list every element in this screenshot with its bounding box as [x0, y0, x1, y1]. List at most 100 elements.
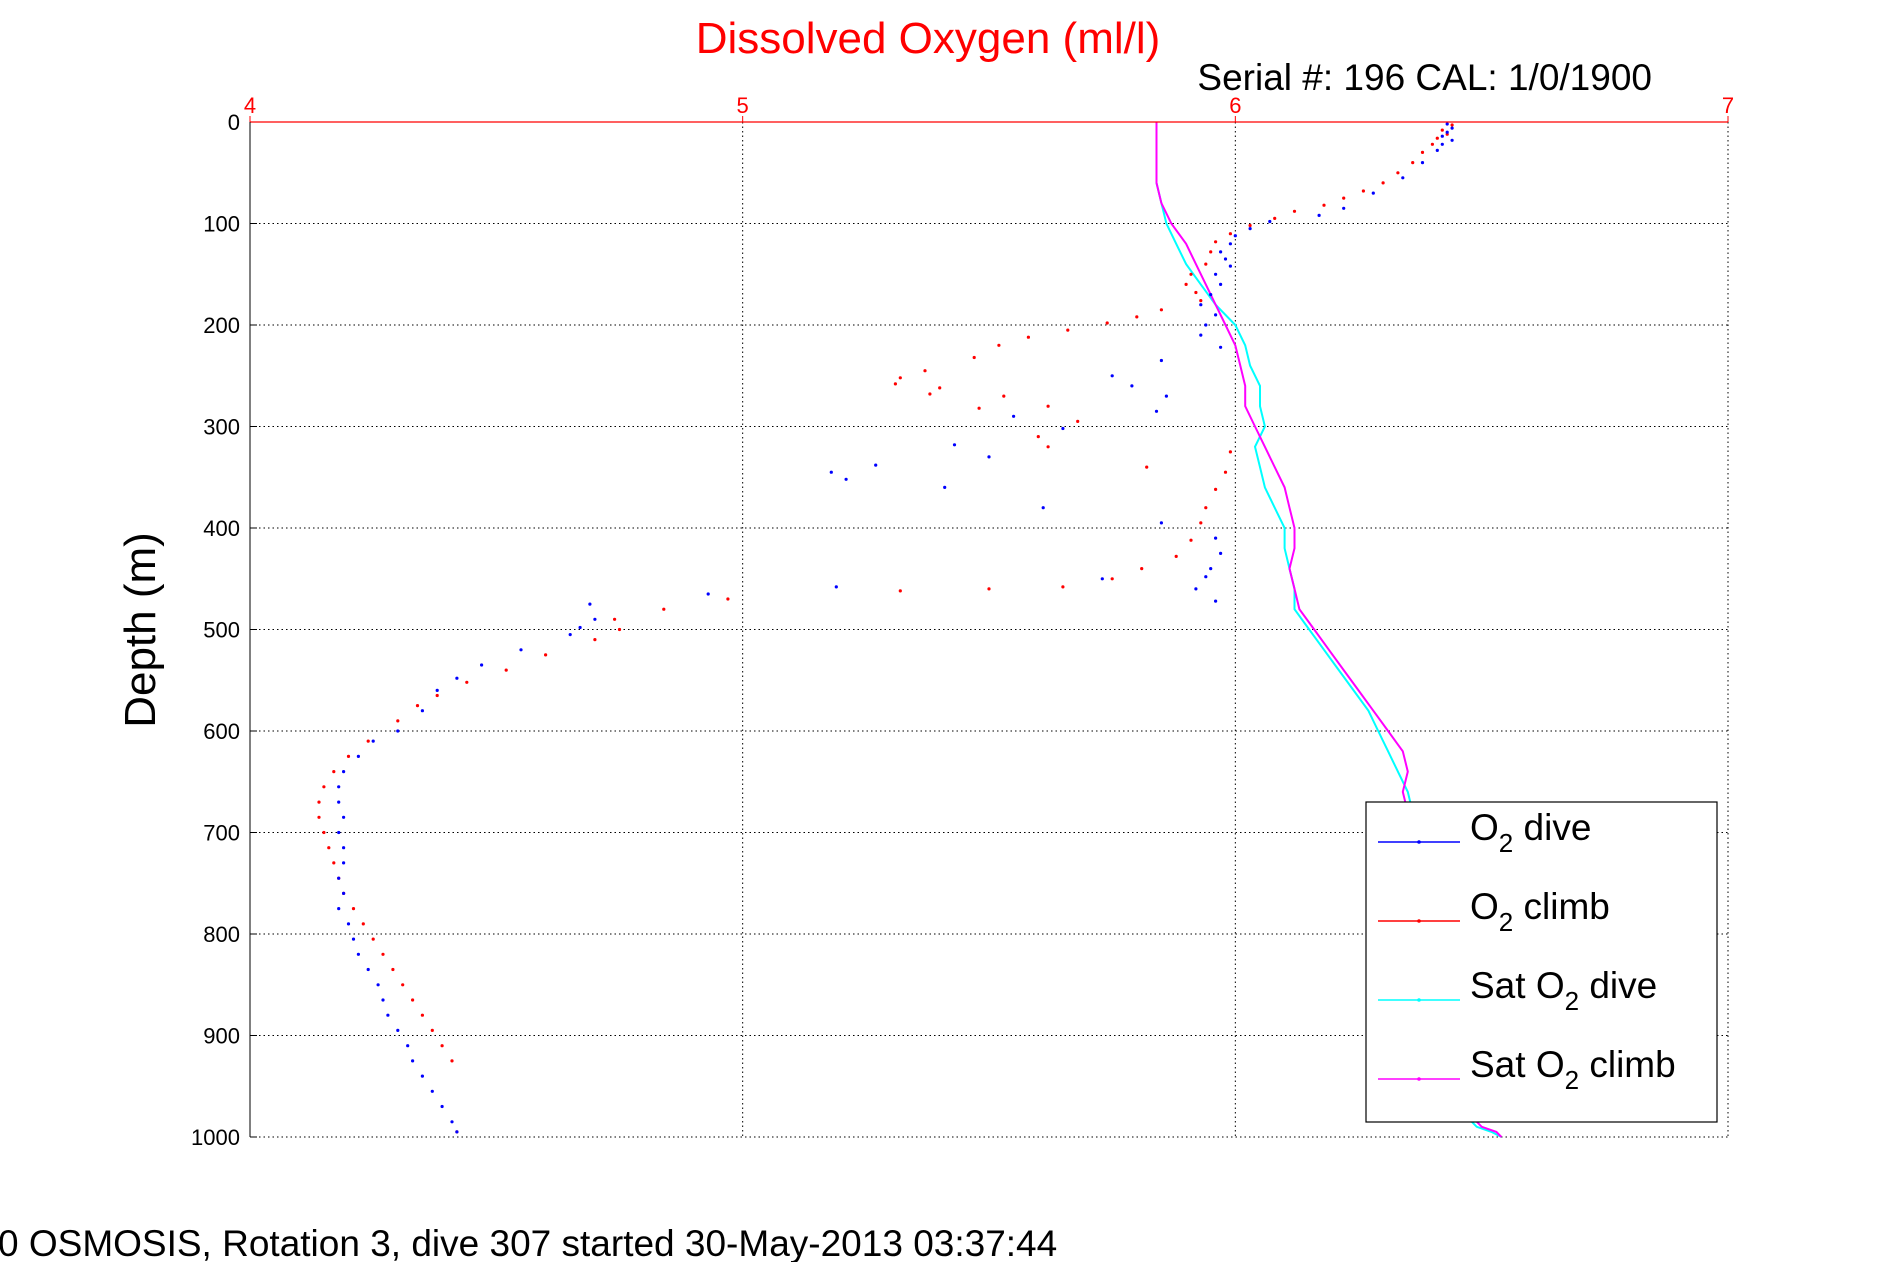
data-point-o2_dive: [1130, 384, 1134, 388]
data-point-o2_dive: [593, 617, 597, 621]
data-point-o2_dive: [1061, 426, 1065, 431]
data-point-o2_dive: [588, 602, 592, 606]
legend-label-sat_climb: Sat O2 climb: [1470, 1044, 1676, 1095]
x-tick-label: 4: [244, 93, 256, 118]
data-point-o2_climb: [351, 907, 356, 911]
data-point-o2_dive: [874, 463, 878, 467]
data-point-o2_climb: [1396, 171, 1400, 175]
data-point-o2_climb: [1199, 299, 1203, 303]
data-point-o2_climb: [1061, 585, 1065, 589]
data-point-o2_dive: [450, 1120, 454, 1124]
y-tick-label: 0: [228, 110, 240, 135]
data-point-o2_dive: [1199, 303, 1203, 307]
data-point-o2_climb: [346, 754, 351, 759]
data-point-o2_dive: [342, 861, 346, 865]
data-point-o2_climb: [1189, 272, 1193, 276]
data-point-o2_climb: [1450, 123, 1454, 127]
legend-box: [1365, 801, 1718, 1123]
data-point-o2_dive: [1214, 599, 1218, 603]
data-point-o2_climb: [322, 785, 326, 789]
data-point-o2_dive: [1233, 234, 1237, 238]
data-point-o2_climb: [401, 983, 405, 987]
data-point-o2_climb: [1105, 321, 1109, 325]
data-point-o2_dive: [430, 1089, 434, 1093]
data-point-o2_dive: [1159, 521, 1163, 525]
data-point-o2_dive: [1209, 293, 1213, 297]
data-point-o2_dive: [1219, 345, 1223, 349]
data-point-o2_dive: [1268, 219, 1272, 224]
y-tick-label: 500: [203, 618, 240, 643]
data-point-o2_dive: [1228, 264, 1232, 268]
data-point-o2_dive: [1223, 257, 1228, 261]
y-tick-label: 900: [203, 1024, 240, 1049]
data-point-o2_climb: [1273, 216, 1277, 220]
data-point-o2_dive: [844, 477, 848, 481]
data-point-o2_dive: [1317, 213, 1321, 217]
data-point-o2_climb: [1204, 506, 1208, 510]
data-point-o2_dive: [1164, 394, 1168, 398]
data-point-o2_climb: [411, 998, 415, 1002]
data-point-o2_dive: [1110, 374, 1114, 378]
data-point-o2_climb: [1145, 465, 1149, 469]
data-point-o2_dive: [1445, 122, 1449, 126]
data-point-o2_climb: [1002, 394, 1006, 398]
data-point-o2_climb: [1174, 554, 1178, 559]
data-point-o2_climb: [430, 1028, 434, 1032]
data-point-o2_climb: [544, 653, 548, 657]
data-point-o2_dive: [987, 455, 991, 459]
data-point-o2_climb: [465, 680, 469, 684]
data-point-o2_dive: [1214, 313, 1218, 317]
data-point-o2_dive: [480, 663, 484, 667]
data-point-o2_dive: [346, 922, 351, 926]
footer-caption: 0 OSMOSIS, Rotation 3, dive 307 started …: [0, 1223, 1057, 1262]
y-tick-label: 400: [203, 516, 240, 541]
data-point-o2_dive: [337, 876, 341, 880]
data-point-o2_dive: [1194, 587, 1198, 591]
data-point-o2_climb: [1110, 577, 1114, 581]
data-point-o2_climb: [1036, 435, 1040, 439]
legend-marker-o2_dive: [1417, 840, 1421, 844]
data-point-o2_climb: [893, 382, 898, 386]
data-point-o2_dive: [371, 739, 375, 743]
y-axis-label: Depth (m): [116, 532, 165, 728]
data-point-o2_climb: [1046, 445, 1050, 449]
data-point-o2_climb: [1209, 250, 1213, 254]
data-point-o2_dive: [1219, 250, 1223, 254]
data-point-o2_climb: [450, 1059, 454, 1063]
data-point-o2_climb: [504, 668, 508, 672]
data-point-o2_dive: [943, 485, 947, 489]
data-point-o2_climb: [361, 922, 365, 926]
data-point-o2_climb: [415, 704, 420, 708]
data-point-o2_climb: [928, 392, 932, 396]
data-point-o2_climb: [420, 1013, 424, 1017]
data-point-o2_dive: [1159, 358, 1163, 363]
data-point-o2_climb: [1046, 404, 1050, 408]
data-point-o2_dive: [342, 891, 346, 896]
data-point-o2_climb: [1248, 223, 1252, 228]
data-point-o2_dive: [455, 676, 459, 680]
data-point-o2_dive: [455, 1130, 459, 1134]
data-point-o2_dive: [952, 443, 957, 447]
data-point-o2_climb: [617, 627, 622, 632]
data-point-o2_dive: [834, 585, 838, 589]
data-point-o2_climb: [1381, 181, 1385, 185]
data-point-o2_dive: [829, 470, 833, 474]
data-point-o2_climb: [327, 846, 331, 850]
data-point-o2_climb: [322, 830, 326, 835]
data-point-o2_climb: [1159, 308, 1163, 312]
legend-label-o2_climb: O2 climb: [1470, 886, 1610, 937]
data-point-o2_dive: [411, 1059, 415, 1063]
data-point-o2_dive: [337, 785, 341, 789]
data-point-o2_climb: [381, 952, 385, 956]
axis-ticks: 4 5 6 7 0 100 200 300 400 500 600 700 800 900 1000: [191, 93, 1734, 1150]
data-point-o2_dive: [1012, 414, 1016, 418]
data-point-o2_climb: [391, 967, 395, 972]
data-point-o2_climb: [987, 587, 991, 591]
data-point-o2_climb: [1322, 203, 1326, 207]
data-point-o2_dive: [1214, 272, 1218, 276]
data-point-o2_climb: [1228, 232, 1232, 236]
data-point-o2_dive: [396, 729, 400, 733]
data-point-o2_dive: [342, 846, 346, 850]
data-point-o2_climb: [1430, 142, 1434, 146]
